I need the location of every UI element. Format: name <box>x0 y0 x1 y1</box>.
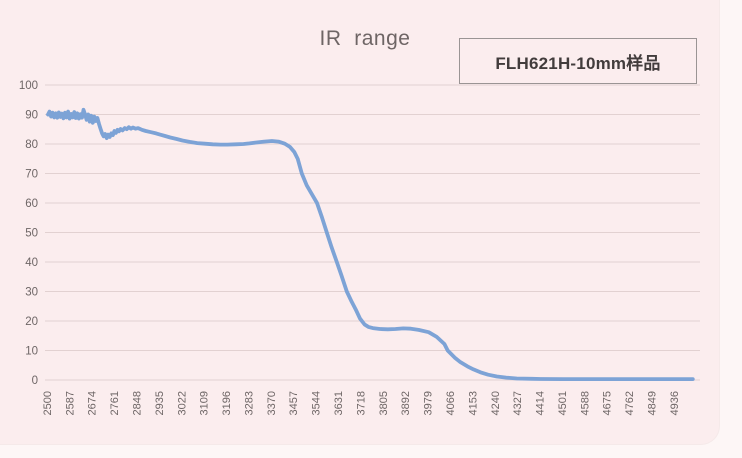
x-tick-label: 4936 <box>669 391 681 415</box>
sample-label-box: FLH621H-10mm样品 <box>459 38 697 84</box>
x-tick-label: 3109 <box>199 391 211 415</box>
y-tick-label: 70 <box>25 169 38 181</box>
x-tick-label: 2587 <box>64 391 76 415</box>
x-tick-label: 4153 <box>467 391 479 415</box>
x-tick-label: 2500 <box>42 391 54 415</box>
y-tick-label: 40 <box>25 257 38 269</box>
x-tick-label: 4240 <box>490 391 502 415</box>
x-tick-label: 2848 <box>131 391 143 415</box>
x-tick-label: 2935 <box>154 391 166 415</box>
x-tick-label: 3196 <box>221 391 233 415</box>
y-tick-label: 100 <box>19 80 38 92</box>
x-tick-label: 4501 <box>557 391 569 415</box>
x-tick-label: 3022 <box>176 391 188 415</box>
y-tick-label: 80 <box>25 139 38 151</box>
x-tick-label: 3718 <box>355 391 367 415</box>
sample-label: FLH621H-10mm样品 <box>495 53 661 73</box>
x-tick-label: 2761 <box>109 391 121 415</box>
x-tick-label: 4327 <box>512 391 524 415</box>
y-tick-label: 60 <box>25 198 38 210</box>
x-tick-label: 4414 <box>535 391 547 415</box>
y-tick-label: 10 <box>25 346 38 358</box>
x-tick-label: 4675 <box>602 391 614 415</box>
y-tick-label: 50 <box>25 228 38 240</box>
x-tick-label: 3283 <box>243 391 255 415</box>
ir-transmittance-line <box>46 107 695 382</box>
x-tick-label: 4762 <box>624 391 636 415</box>
x-tick-label: 4588 <box>579 391 591 415</box>
y-tick-label: 90 <box>25 110 38 122</box>
x-axis-labels: 2500 2587 2674 2761 2848 2935 3022 3109 3196 3283… <box>42 391 681 415</box>
gridlines <box>45 84 700 381</box>
x-tick-label: 3979 <box>423 391 435 415</box>
x-tick-label: 3544 <box>311 391 323 415</box>
x-tick-label: 2674 <box>87 391 99 415</box>
y-tick-label: 20 <box>25 316 38 328</box>
chart-panel: 0 10 20 30 40 50 60 70 80 90 100 2500 2587 2674 2761 2… <box>18 27 700 416</box>
y-tick-label: 30 <box>25 287 38 299</box>
x-tick-label: 3457 <box>288 391 300 415</box>
x-tick-label: 4849 <box>647 391 659 415</box>
x-tick-label: 4066 <box>445 391 457 415</box>
y-tick-label: 0 <box>32 375 38 387</box>
x-tick-label: 3631 <box>333 391 345 415</box>
x-tick-label: 3370 <box>266 391 278 415</box>
chart-title: IR range <box>319 27 411 50</box>
x-tick-label: 3892 <box>400 391 412 415</box>
x-tick-label: 3805 <box>378 391 390 415</box>
y-axis-labels: 0 10 20 30 40 50 60 70 80 90 100 <box>19 80 38 387</box>
